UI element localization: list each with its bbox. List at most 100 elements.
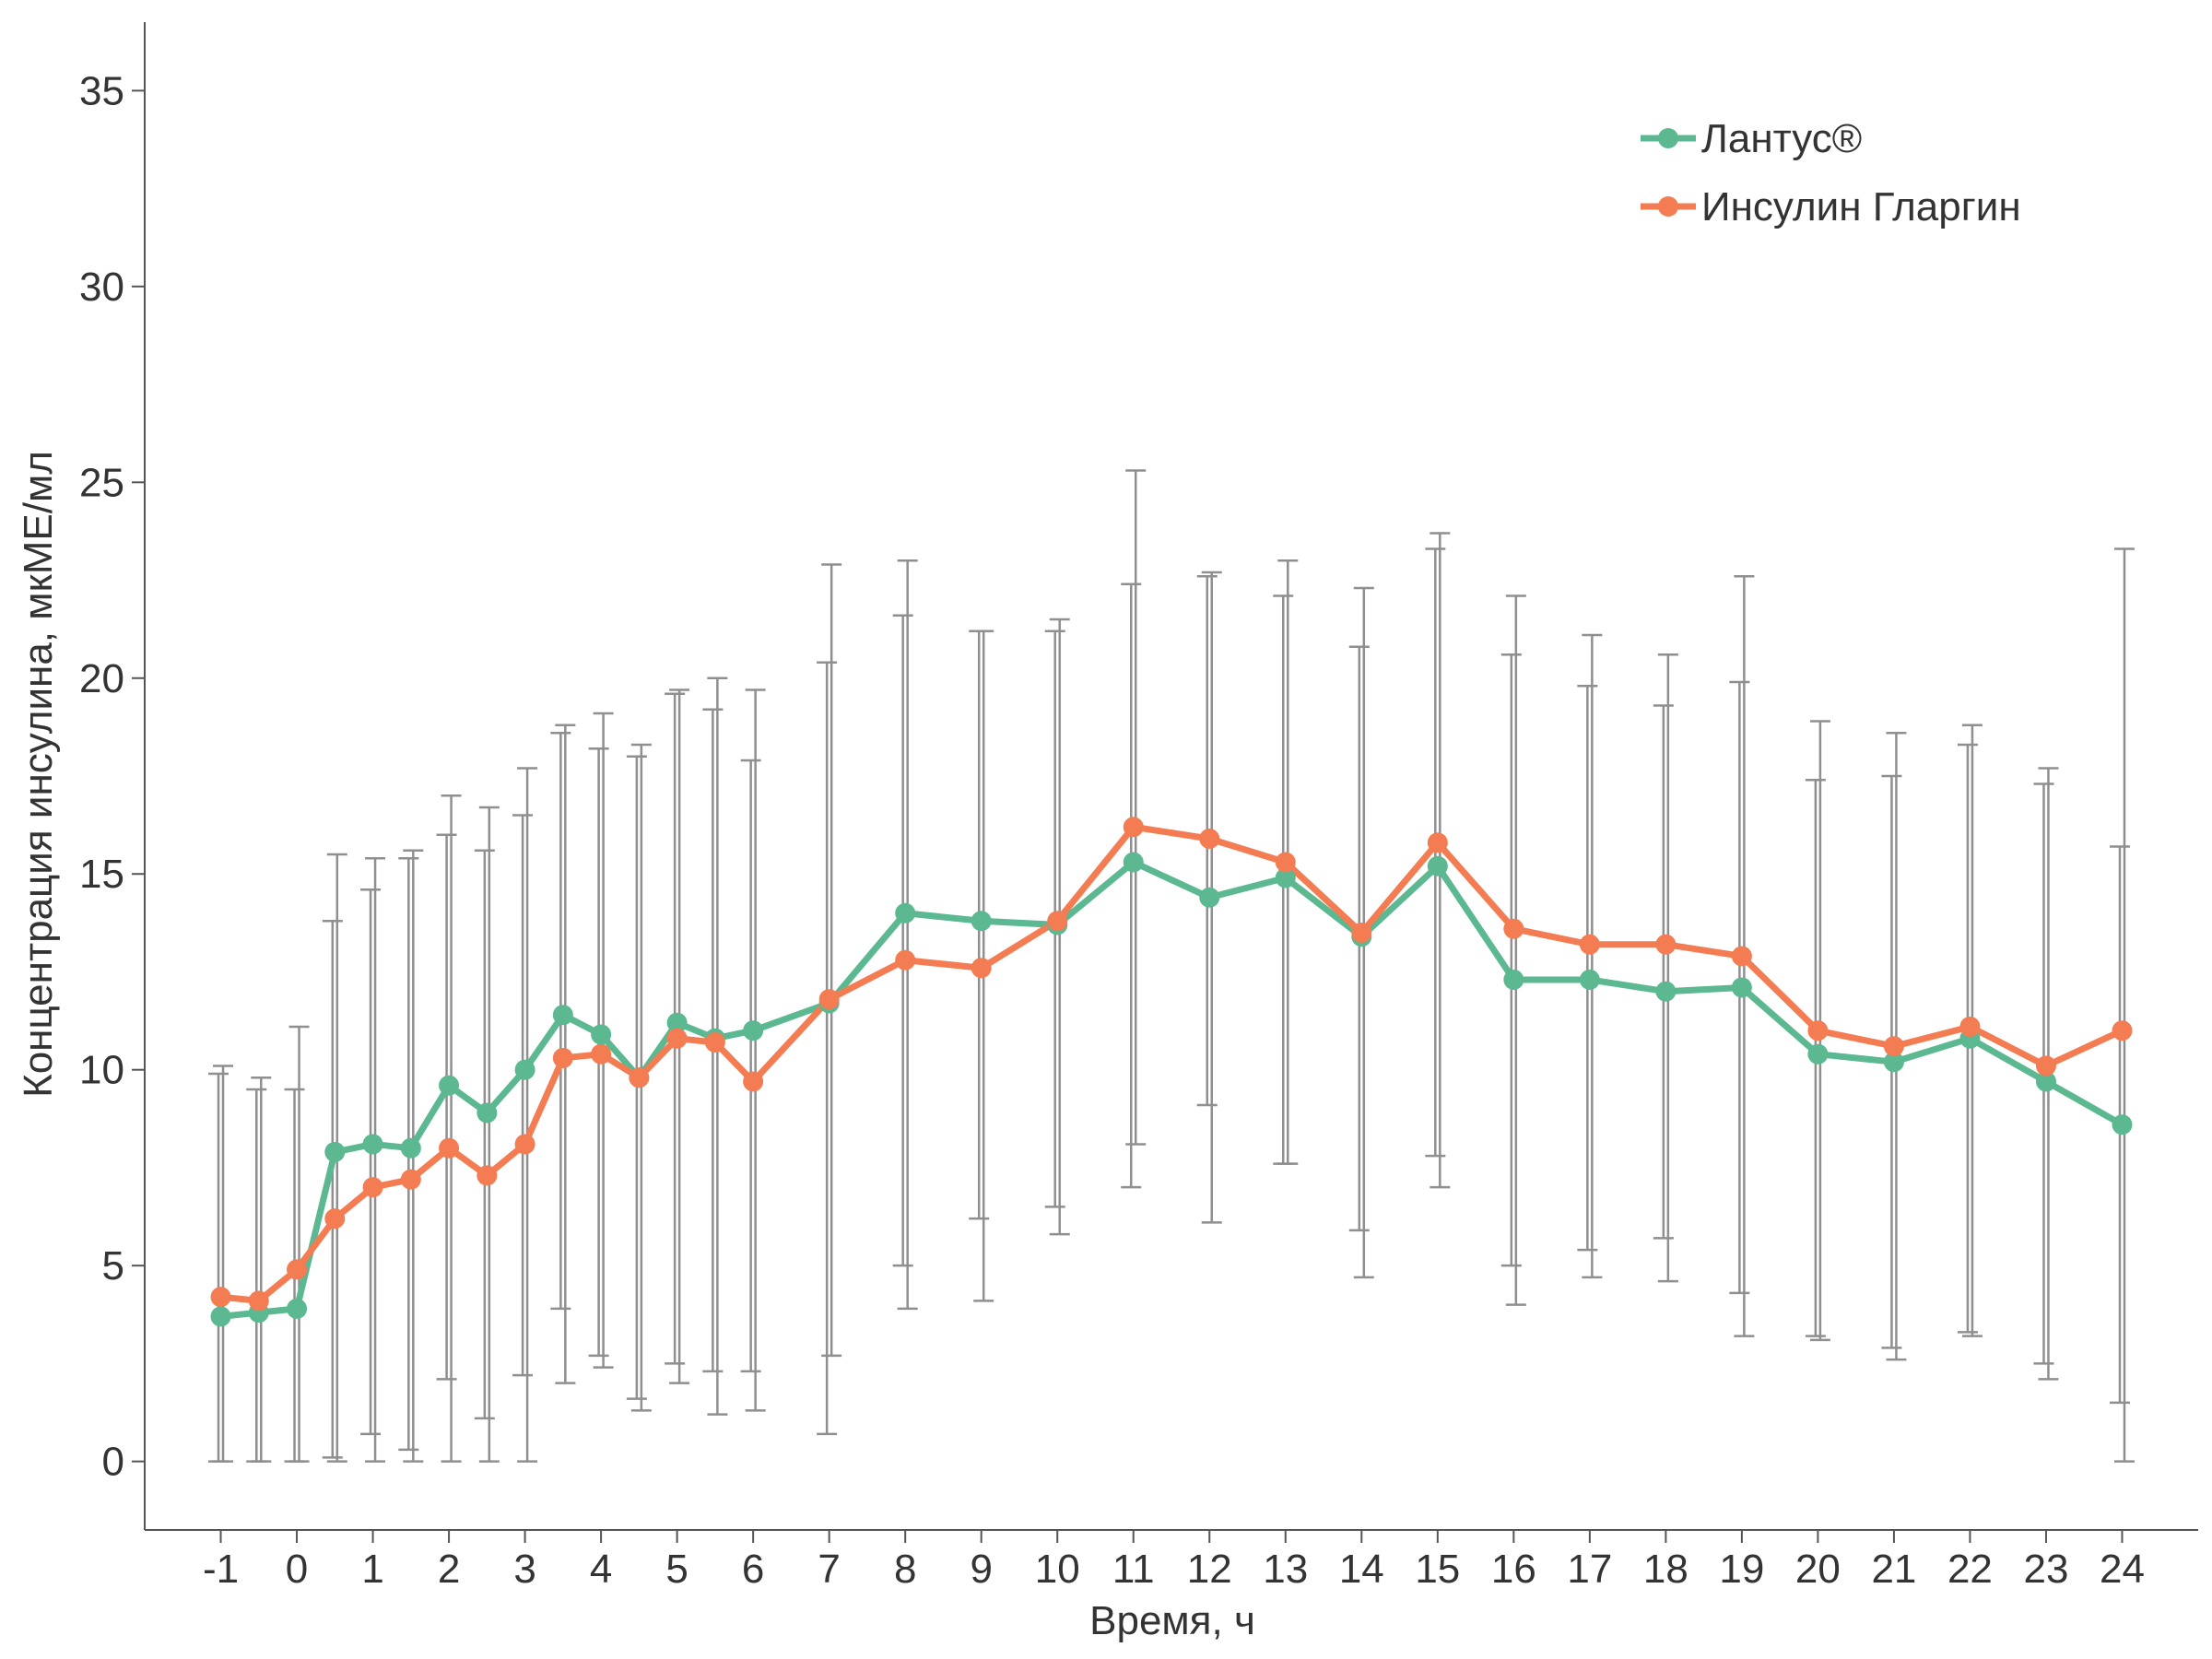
x-tick-label: 4: [590, 1547, 612, 1592]
series-markers: [210, 817, 2133, 1327]
data-point: [400, 1169, 421, 1190]
error-bars: [208, 469, 2135, 1463]
series-line-0: [220, 858, 2124, 1320]
x-tick-label: 2: [438, 1547, 460, 1592]
x-tick-label: 18: [1643, 1547, 1688, 1592]
data-point: [210, 1287, 231, 1308]
x-tick-label: 7: [818, 1547, 840, 1592]
data-point: [1047, 911, 1068, 932]
data-point: [1503, 969, 1524, 990]
x-tick-label: 1: [361, 1547, 383, 1592]
data-point: [514, 1059, 535, 1080]
y-tick-label: 35: [79, 68, 124, 113]
data-point: [743, 1071, 764, 1092]
data-point: [287, 1298, 308, 1319]
data-point: [1883, 1052, 1904, 1073]
y-ticks: 0 5 10 15 20 25 30 35: [79, 68, 145, 1485]
x-tick-label: 0: [286, 1547, 308, 1592]
data-point: [1199, 828, 1220, 849]
x-tick-label: 10: [1035, 1547, 1080, 1592]
x-tick-label: 6: [742, 1547, 764, 1592]
data-point: [1807, 1043, 1829, 1065]
data-point: [1427, 855, 1448, 877]
data-point: [629, 1067, 650, 1088]
x-tick-label: 19: [1719, 1547, 1764, 1592]
data-point: [1579, 934, 1600, 955]
data-point: [1731, 946, 1752, 967]
x-ticks: -1 0 1 2 3 4 5 6 7 8 9 10 11 12 13 14 15 16 17 18 19 20 21 22 23…: [203, 1530, 2145, 1592]
x-tick-label: 13: [1263, 1547, 1308, 1592]
data-point: [666, 1028, 688, 1049]
x-tick-label: 24: [2100, 1547, 2145, 1592]
data-point: [2112, 1020, 2133, 1041]
data-point: [1427, 832, 1448, 853]
x-tick-label: 14: [1339, 1547, 1384, 1592]
data-point: [1503, 918, 1524, 939]
data-point: [439, 1075, 460, 1096]
data-point: [552, 1005, 573, 1026]
data-point: [895, 902, 916, 924]
x-axis-title: Время, ч: [1089, 1598, 1255, 1643]
legend-marker: [1658, 196, 1678, 217]
data-point: [2035, 1071, 2056, 1092]
data-point: [818, 989, 840, 1010]
y-tick-label: 20: [79, 656, 124, 701]
x-tick-label: 8: [894, 1547, 916, 1592]
data-point: [248, 1290, 269, 1312]
data-point: [1883, 1036, 1904, 1057]
data-point: [2035, 1055, 2056, 1077]
data-point: [1123, 852, 1144, 873]
data-point: [514, 1134, 535, 1155]
data-point: [1199, 887, 1220, 908]
y-tick-label: 30: [79, 265, 124, 310]
data-point: [743, 1020, 764, 1041]
series-lines: [220, 823, 2124, 1320]
data-point: [591, 1043, 612, 1065]
legend-label: Инсулин Гларгин: [1701, 184, 2021, 229]
data-point: [400, 1137, 421, 1159]
x-tick-label: 5: [665, 1547, 688, 1592]
x-tick-label: 9: [970, 1547, 992, 1592]
data-point: [1275, 852, 1296, 873]
data-point: [2112, 1114, 2133, 1135]
data-point: [439, 1137, 460, 1159]
x-tick-label: 16: [1491, 1547, 1536, 1592]
y-tick-label: 15: [79, 852, 124, 897]
x-tick-label: 11: [1112, 1547, 1155, 1592]
legend: Лантус® Инсулин Гларгин: [1641, 116, 2021, 229]
data-point: [362, 1177, 383, 1198]
data-point: [287, 1259, 308, 1280]
data-point: [1959, 1016, 1981, 1037]
data-point: [704, 1031, 725, 1053]
x-tick-label: 15: [1415, 1547, 1460, 1592]
data-point: [971, 911, 992, 932]
data-point: [591, 1024, 612, 1045]
data-point: [324, 1141, 346, 1162]
data-point: [362, 1134, 383, 1155]
legend-label: Лантус®: [1701, 116, 1862, 161]
y-tick-label: 5: [102, 1243, 124, 1288]
x-tick-label: 12: [1187, 1547, 1232, 1592]
data-point: [1579, 969, 1600, 990]
data-point: [324, 1208, 346, 1230]
data-point: [1655, 934, 1677, 955]
data-point: [210, 1306, 231, 1327]
x-tick-label: 21: [1871, 1547, 1916, 1592]
data-point: [895, 949, 916, 971]
x-tick-label: 17: [1567, 1547, 1612, 1592]
data-point: [1275, 867, 1296, 888]
x-tick-label: -1: [203, 1547, 239, 1592]
x-tick-label: 3: [513, 1547, 535, 1592]
data-point: [477, 1165, 498, 1186]
data-point: [1123, 817, 1144, 838]
data-point: [1351, 922, 1372, 943]
y-tick-label: 25: [79, 460, 124, 505]
y-tick-label: 0: [102, 1440, 124, 1485]
data-point: [1731, 977, 1752, 998]
data-point: [666, 1012, 688, 1033]
data-point: [552, 1047, 573, 1068]
data-point: [1807, 1020, 1829, 1041]
x-tick-label: 23: [2023, 1547, 2068, 1592]
